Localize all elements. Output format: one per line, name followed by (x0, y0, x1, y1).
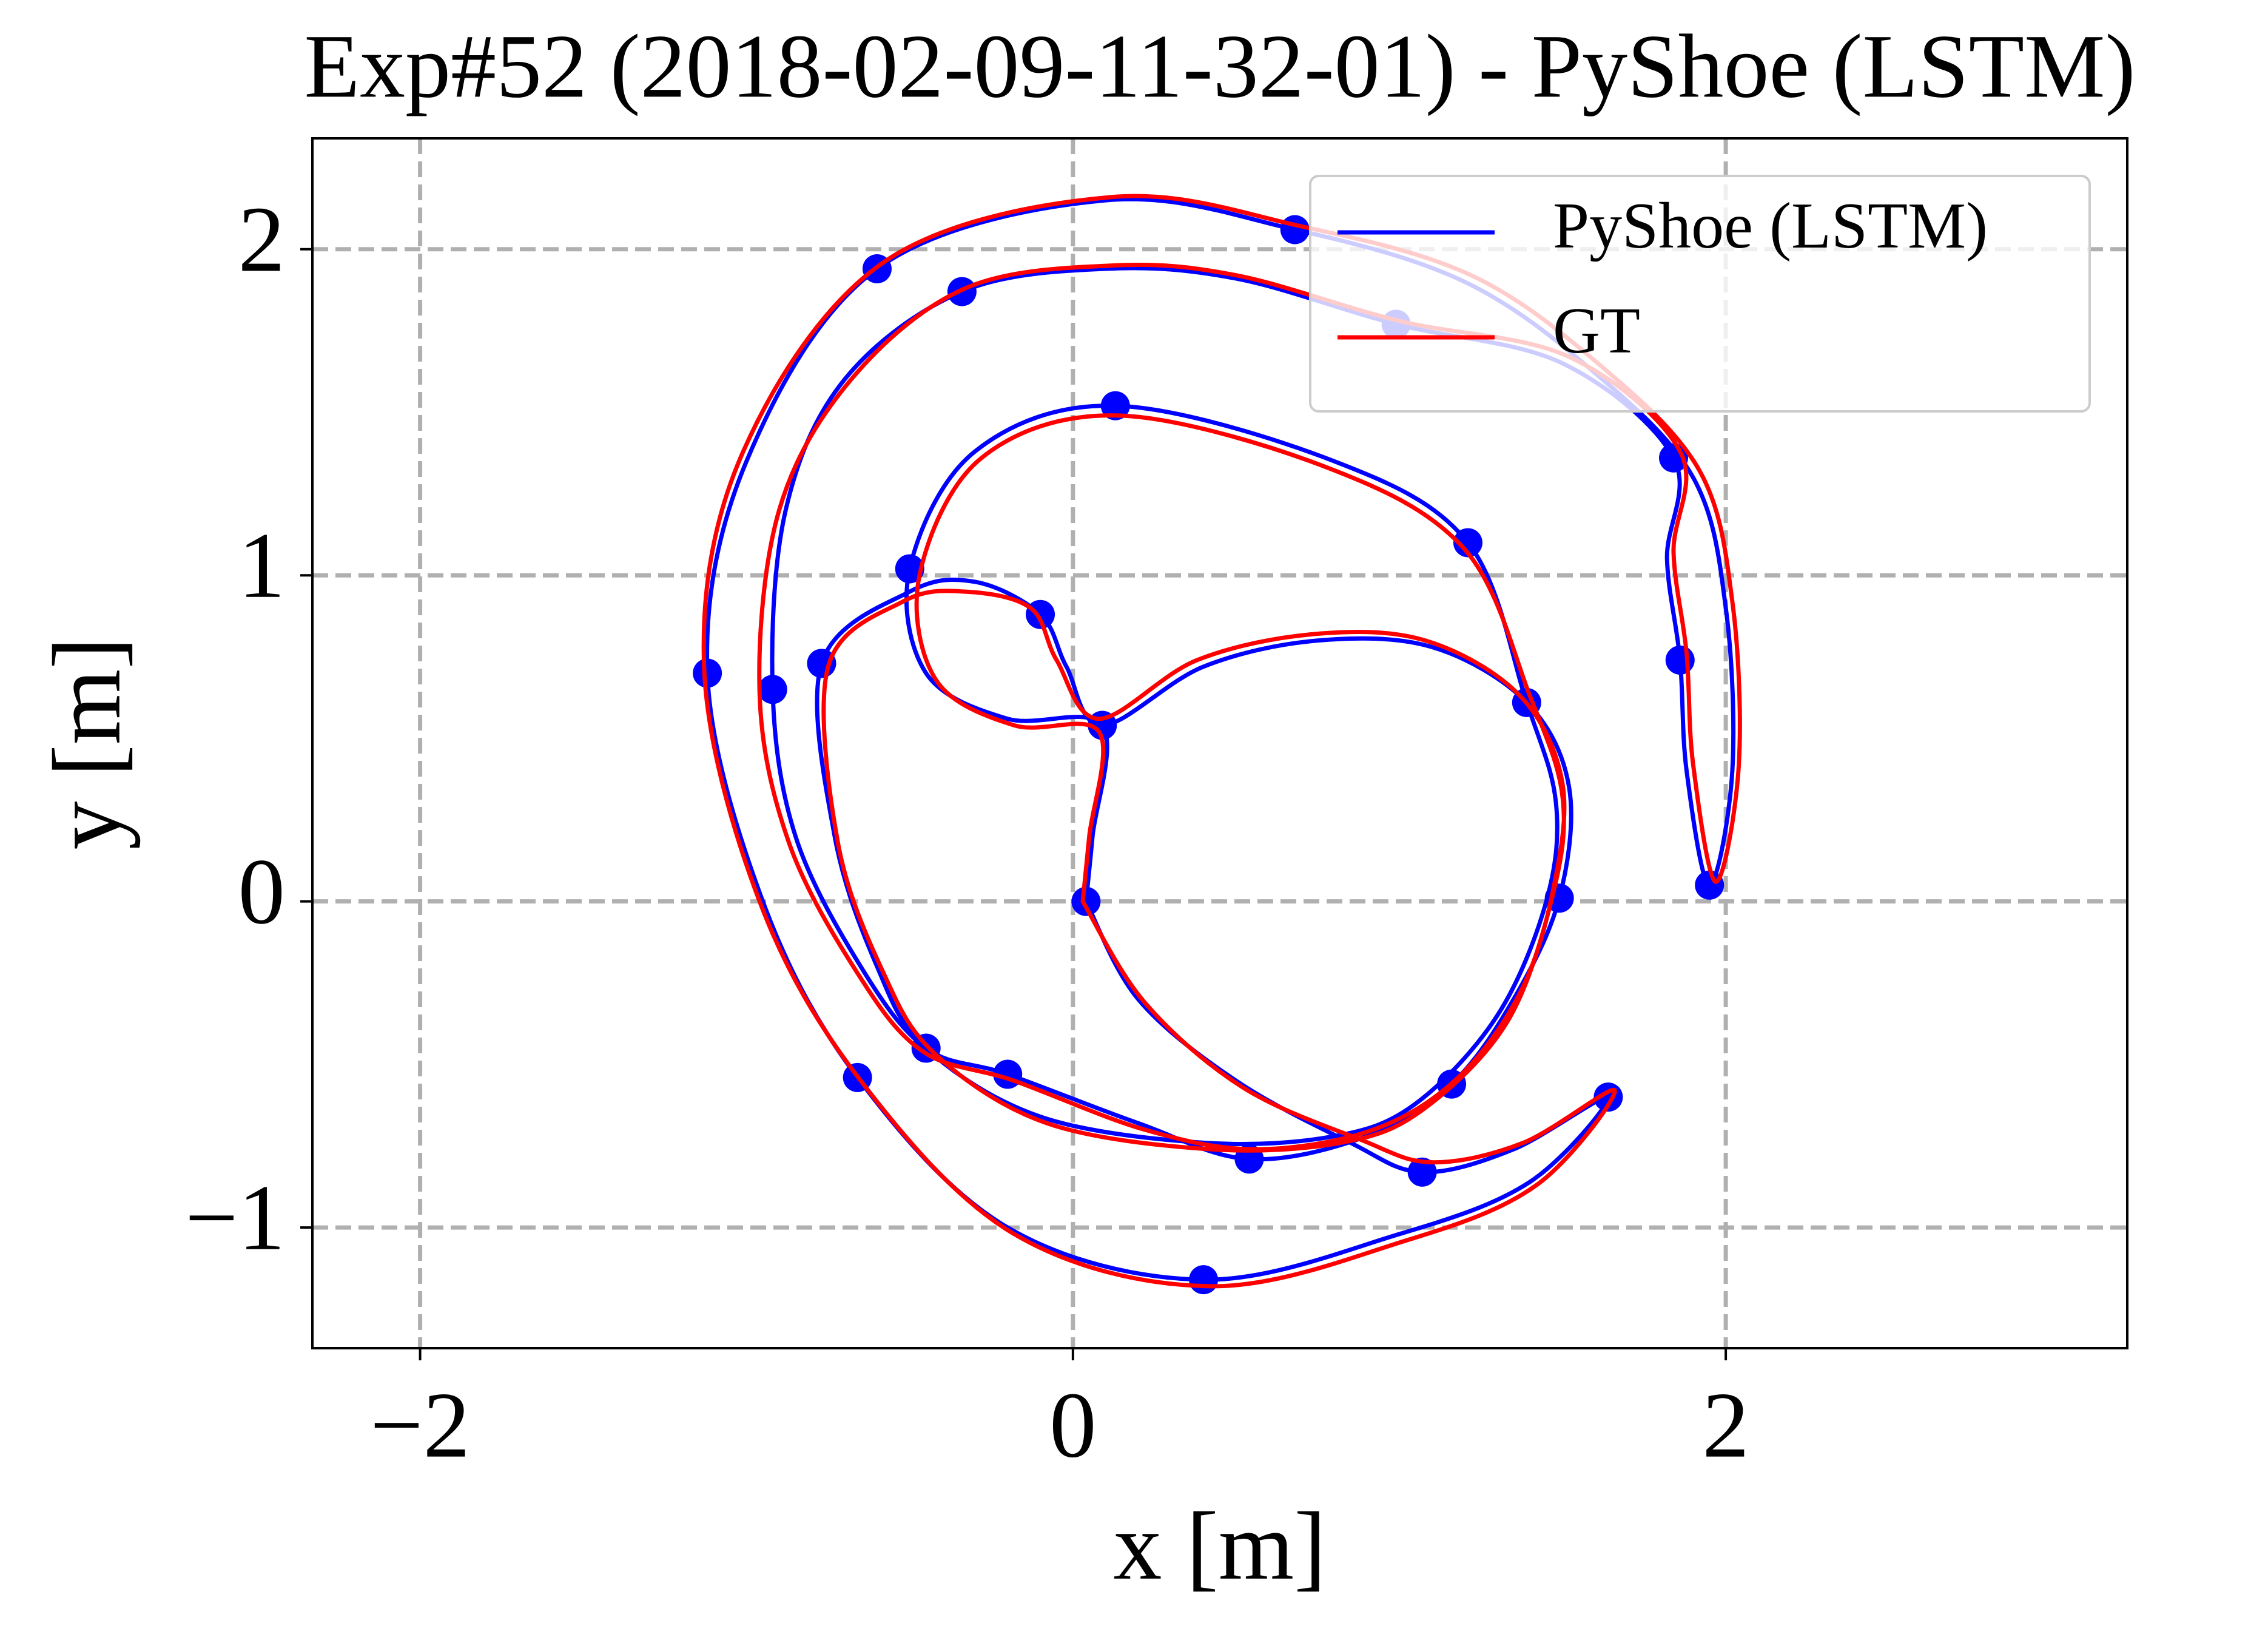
ticks: −2 0 2 −1 0 1 2 (185, 187, 1749, 1477)
marker (895, 554, 924, 584)
legend-label: PyShoe (LSTM) (1553, 190, 1988, 262)
marker (1189, 1265, 1219, 1295)
x-tick-label: 0 (1049, 1373, 1097, 1477)
marker (1665, 645, 1695, 675)
legend-box (1309, 175, 2091, 413)
marker (1407, 1157, 1437, 1187)
marker (1453, 528, 1482, 558)
marker (693, 658, 722, 688)
x-tick-label: 2 (1702, 1373, 1749, 1477)
marker (1071, 886, 1101, 916)
marker (758, 675, 787, 704)
plot-frame (311, 137, 2128, 1349)
legend: PyShoe (LSTM) GT (1309, 175, 2091, 413)
legend-label: GT (1553, 295, 1640, 367)
y-tick-label: 0 (238, 839, 286, 943)
x-tick-label: −2 (370, 1373, 470, 1477)
y-tick-label: 1 (238, 513, 286, 618)
trajectory-line (705, 197, 1736, 1282)
grid (312, 138, 2127, 1348)
y-tick-label: −1 (185, 1166, 285, 1270)
y-tick-label: 2 (238, 187, 286, 291)
marker (1100, 391, 1130, 420)
trajectory-line (701, 194, 1742, 1289)
y-axis-label: y [m] (33, 636, 141, 849)
marker (1280, 215, 1310, 245)
marker (1026, 599, 1055, 629)
x-axis-label: x [m] (1113, 1492, 1326, 1600)
chart-title: Exp#52 (2018-02-09-11-32-01) - PyShoe (L… (304, 16, 2135, 116)
marker (1695, 870, 1725, 900)
